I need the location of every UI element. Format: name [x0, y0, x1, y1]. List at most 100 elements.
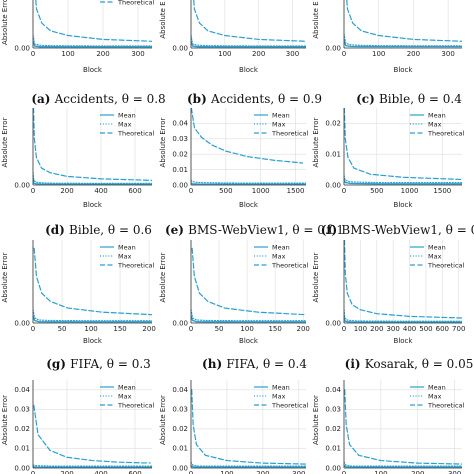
x-tick-label: 0: [189, 187, 193, 195]
series-theoretical-line: [191, 247, 306, 316]
y-tick-label: 0.00: [172, 44, 188, 52]
y-tick-label: 0.01: [172, 166, 188, 174]
x-tick-label: 200: [370, 325, 383, 333]
x-tick-label: 1500: [287, 187, 305, 195]
series-mean-line: [33, 41, 152, 48]
y-tick-label: 0.04: [14, 386, 30, 394]
legend-label: Mean: [428, 111, 446, 119]
series-max-line: [191, 309, 306, 322]
x-tick-label: 0: [31, 50, 35, 58]
panel-caption: (g) FIFA, θ = 0.3: [46, 357, 151, 371]
series-max-line: [191, 179, 306, 184]
chart-panel: 0 100 200 300 0.00 Absolute E Block (b) Acciden…: [159, 0, 322, 106]
legend-label: Theoretical: [427, 129, 465, 137]
legend-label: Max: [272, 392, 286, 400]
x-axis-label: Block: [83, 66, 103, 74]
y-axis-label: Absolute Error: [159, 395, 167, 445]
series-max-line: [191, 461, 306, 467]
panel-caption: (c) Bible, θ = 0.4: [356, 92, 462, 106]
series-group: [33, 404, 152, 468]
y-tick-label: 0.03: [172, 135, 188, 143]
chart-panel: 0 500 1000 1500 0.00 0.01 0.02 Absolute Error Bl…: [312, 108, 474, 237]
y-axis-label: Absolute Error: [1, 117, 9, 167]
caption-letter: (d): [45, 223, 69, 237]
y-tick-label: 0.02: [325, 120, 341, 128]
x-tick-label: 0: [189, 470, 193, 474]
series-group: [191, 247, 306, 323]
legend-label: Theoretical: [117, 0, 155, 6]
x-tick-label: 300: [131, 50, 144, 58]
series-max-line: [191, 34, 306, 47]
series-group: [344, 0, 462, 48]
x-tick-label: 200: [142, 325, 155, 333]
x-tick-label: 1500: [433, 187, 451, 195]
x-tick-label: 50: [58, 325, 67, 333]
x-axis-label: Block: [239, 201, 259, 209]
y-axis-label: Absolute Error: [312, 117, 320, 167]
panel-caption: (f) BMS-WebView1, θ = 0.05: [321, 223, 474, 237]
series-mean-line: [344, 464, 462, 468]
caption-letter: (f): [321, 223, 342, 237]
panel-caption: (h) FIFA, θ = 0.4: [202, 357, 307, 371]
y-axis-label: Absolute E: [312, 1, 320, 38]
series-group: [191, 0, 306, 48]
panel-caption: (e) BMS-WebView1, θ = 0.01: [165, 223, 344, 237]
series-max-line: [344, 175, 462, 184]
series-max-line: [344, 309, 462, 322]
x-tick-label: 600: [436, 325, 449, 333]
series-group: [191, 389, 306, 468]
y-axis-label: Absolute E: [159, 1, 167, 38]
legend-label: Mean: [272, 243, 290, 251]
series-mean-line: [344, 315, 462, 323]
legend-label: Max: [272, 120, 286, 128]
series-max-line: [344, 461, 462, 467]
x-tick-label: 1000: [252, 187, 270, 195]
chart-panel: 0 200 400 600 0.00 0.01 0.02 0.03 0.04 Absolute E…: [1, 380, 155, 474]
x-tick-label: 0: [342, 50, 346, 58]
y-axis-label: Absolute Error: [1, 0, 9, 45]
x-tick-label: 200: [96, 50, 109, 58]
series-group: [191, 108, 306, 185]
x-tick-label: 100: [220, 470, 233, 474]
y-axis-label: Absolute Error: [312, 395, 320, 445]
x-tick-label: 200: [411, 470, 424, 474]
y-axis-label: Absolute Error: [1, 395, 9, 445]
x-axis-label: Block: [239, 337, 259, 345]
caption-text: FIFA, θ = 0.4: [226, 357, 307, 371]
x-tick-label: 100: [354, 325, 367, 333]
y-tick-label: 0.01: [14, 445, 30, 453]
caption-text: Bible, θ = 0.6: [69, 223, 152, 237]
panel-caption: (a) Accidents, θ = 0.8: [31, 92, 165, 106]
series-max-line: [33, 172, 152, 184]
x-tick-label: 200: [60, 187, 73, 195]
x-tick-label: 700: [452, 325, 465, 333]
series-theoretical-line: [344, 108, 462, 181]
x-tick-label: 400: [94, 470, 107, 474]
x-tick-label: 100: [372, 50, 385, 58]
caption-letter: (h): [202, 357, 226, 371]
legend-label: Mean: [272, 383, 290, 391]
x-tick-label: 0: [342, 325, 346, 333]
series-max-line: [33, 34, 152, 47]
y-tick-label: 0.04: [325, 386, 341, 394]
x-tick-label: 0: [342, 470, 346, 474]
x-tick-label: 0: [31, 325, 35, 333]
x-axis-label: Block: [394, 66, 414, 74]
y-tick-label: 0.00: [14, 181, 30, 189]
caption-letter: (a): [31, 92, 54, 106]
legend-label: Max: [428, 252, 442, 260]
legend-label: Max: [428, 392, 442, 400]
series-theoretical-line: [35, 0, 152, 42]
legend-label: Mean: [272, 111, 290, 119]
x-tick-label: 400: [94, 187, 107, 195]
x-tick-label: 100: [240, 325, 253, 333]
y-tick-label: 0.00: [325, 181, 341, 189]
y-tick-label: 0.00: [325, 44, 341, 52]
legend-label: Theoretical: [117, 129, 155, 137]
y-tick-label: 0.00: [172, 319, 188, 327]
chart-panel: 0 100 200 300 0.00 0.01 0.02 0.03 0.04 Absolute E…: [312, 380, 465, 474]
x-tick-label: 200: [297, 325, 310, 333]
x-tick-label: 0: [342, 187, 346, 195]
x-tick-label: 600: [128, 187, 141, 195]
x-tick-label: 600: [128, 470, 141, 474]
